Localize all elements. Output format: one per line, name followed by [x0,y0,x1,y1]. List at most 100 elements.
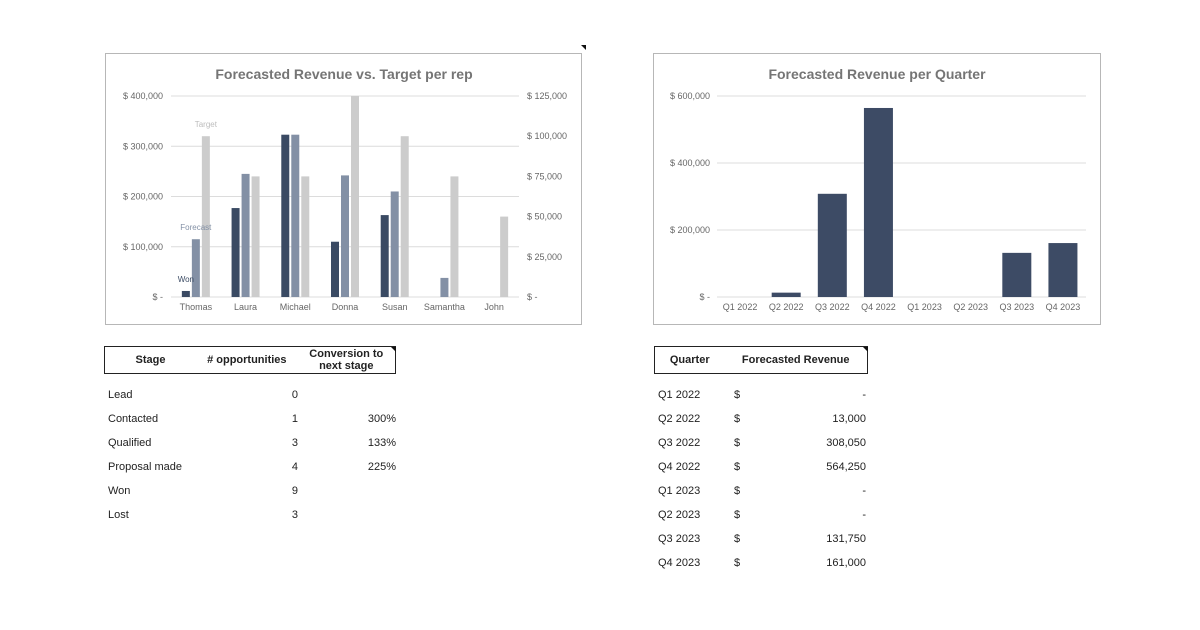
cell-note-marker [391,347,396,352]
bar-forecast-laura[interactable] [241,173,250,297]
opportunities-cell[interactable]: 3 [291,437,298,449]
bar-won-donna[interactable] [331,241,339,297]
quarter-row: Q2 2022 $13,000 [658,412,868,426]
stage-cell[interactable]: Lead [108,389,133,401]
series-label-forecast: Forecast [180,223,212,232]
revenue-per-quarter-chart[interactable]: Forecasted Revenue per Quarter $ - $ 200,… [653,53,1101,325]
quarter-cell[interactable]: Q3 2023 [658,533,701,545]
x-axis-tick-label: Q4 2023 [1046,302,1081,312]
left-axis-tick-label: $ 400,000 [123,91,163,101]
opportunities-column-header[interactable]: # opportunities [207,354,287,366]
x-axis-tick-label: Laura [234,302,257,312]
conversion-cell[interactable]: 225% [367,461,396,473]
bar-q3-2022[interactable] [817,193,847,297]
bar-q4-2023[interactable] [1048,243,1078,297]
quarter-cell[interactable]: Q1 2023 [658,485,701,497]
x-axis-tick-label: Q3 2023 [1000,302,1035,312]
stage-cell[interactable]: Contacted [108,413,159,425]
stage-cell[interactable]: Qualified [108,437,152,449]
stage-cell[interactable]: Won [108,485,131,497]
bar-forecast-susan[interactable] [390,191,399,297]
bar-target-john[interactable] [500,216,509,297]
currency-symbol: $ [734,437,741,449]
quarter-cell[interactable]: Q3 2022 [658,437,701,449]
opportunities-cell[interactable]: 1 [291,413,298,425]
right-axis-tick-label: $ 125,000 [527,91,567,101]
series-label-target: Target [195,120,218,129]
bar-forecast-samantha[interactable] [440,277,449,297]
forecast-vs-target-chart[interactable]: Forecasted Revenue vs. Target per rep $ … [105,53,582,325]
x-axis-tick-label: Q1 2022 [723,302,758,312]
revenue-cell[interactable]: 308,050 [826,437,866,449]
x-axis-tick-label: Q2 2022 [769,302,804,312]
quarter-cell[interactable]: Q1 2022 [658,389,701,401]
right-axis-tick-label: $ 75,000 [527,171,562,181]
revenue-cell[interactable]: 131,750 [826,533,866,545]
stage-row: Lead 0 [108,388,398,402]
quarter-cell[interactable]: Q4 2023 [658,557,701,569]
quarter-row: Q4 2023 $161,000 [658,556,868,570]
left-axis-tick-label: $ - [152,292,163,302]
bar-forecast-donna[interactable] [341,175,349,297]
bar-won-michael[interactable] [281,134,290,297]
left-axis-tick-label: $ 100,000 [123,242,163,252]
left-axis-tick-label: $ 200,000 [123,192,163,202]
opportunities-cell[interactable]: 9 [291,485,298,497]
bar-q2-2022[interactable] [771,292,801,297]
stage-row: Qualified 3 133% [108,436,398,450]
revenue-cell[interactable]: 161,000 [826,557,866,569]
bar-q4-2022[interactable] [863,107,893,297]
quarter-cell[interactable]: Q4 2022 [658,461,701,473]
right-axis-tick-label: $ - [527,292,538,302]
cell-note-marker [863,347,868,352]
x-axis-tick-label: Samantha [424,302,465,312]
bar-target-samantha[interactable] [450,176,459,297]
bar-q3-2023[interactable] [1002,252,1032,297]
x-axis-tick-label: Donna [332,302,359,312]
conversion-column-header[interactable]: Conversion to next stage [298,347,396,374]
quarter-row: Q2 2023 $ - [658,508,868,522]
currency-symbol: $ [734,413,741,425]
bar-forecast-michael[interactable] [291,134,300,297]
y-axis-tick-label: $ - [699,292,710,302]
stage-table-header: Stage # opportunities Conversion to next… [104,346,396,374]
x-axis-tick-label: Susan [382,302,408,312]
stage-cell[interactable]: Proposal made [108,461,182,473]
bar-target-donna[interactable] [351,96,359,297]
bar-target-susan[interactable] [400,136,409,297]
series-label-won: Won [178,275,194,284]
revenue-column-header[interactable]: Forecasted Revenue [741,354,850,366]
bar-target-thomas[interactable] [201,136,210,297]
revenue-cell[interactable]: - [862,509,866,521]
bar-won-laura[interactable] [231,208,240,297]
quarter-cell[interactable]: Q2 2022 [658,413,701,425]
stage-cell[interactable]: Lost [108,509,129,521]
conversion-cell[interactable]: 300% [367,413,396,425]
bar-target-michael[interactable] [301,176,310,297]
bar-forecast-thomas[interactable] [191,239,200,297]
x-axis-tick-label: John [484,302,504,312]
stage-column-header[interactable]: Stage [135,354,166,366]
conversion-cell[interactable]: 133% [367,437,396,449]
opportunities-cell[interactable]: 3 [291,509,298,521]
conversion-header-line2: next stage [319,360,374,372]
opportunities-cell[interactable]: 0 [291,389,298,401]
revenue-cell[interactable]: 13,000 [832,413,866,425]
revenue-cell[interactable]: - [862,389,866,401]
currency-symbol: $ [734,461,741,473]
stage-row: Lost 3 [108,508,398,522]
opportunities-cell[interactable]: 4 [291,461,298,473]
quarter-column-header[interactable]: Quarter [669,354,710,366]
bar-target-laura[interactable] [251,176,260,297]
quarter-cell[interactable]: Q2 2023 [658,509,701,521]
bar-won-thomas[interactable] [181,290,190,297]
revenue-cell[interactable]: 564,250 [826,461,866,473]
currency-symbol: $ [734,509,741,521]
bar-won-susan[interactable] [380,215,389,297]
right-axis-tick-label: $ 25,000 [527,252,562,262]
x-axis-tick-label: Thomas [180,302,213,312]
revenue-cell[interactable]: - [862,485,866,497]
chart-title: Forecasted Revenue per Quarter [768,66,986,82]
quarter-row: Q4 2022 $564,250 [658,460,868,474]
conversion-header-line1: Conversion to [309,348,384,360]
